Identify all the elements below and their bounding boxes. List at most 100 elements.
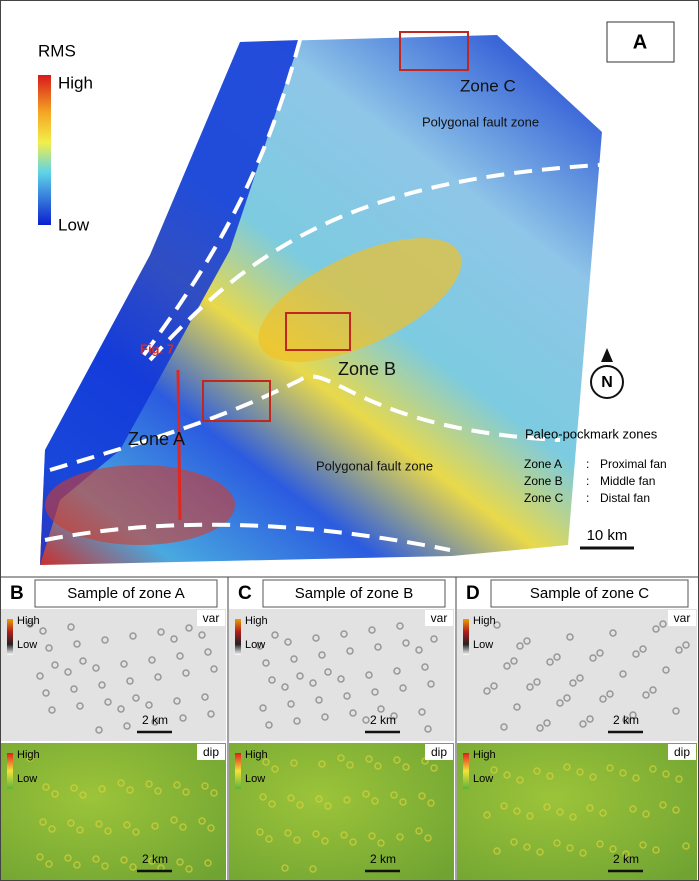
boundary <box>49 374 561 472</box>
texture <box>173 697 181 705</box>
texture <box>315 696 323 704</box>
texture <box>368 626 376 634</box>
texture <box>290 759 298 767</box>
texture <box>510 657 518 665</box>
colorbar <box>7 753 13 789</box>
panel-label: C <box>238 583 252 604</box>
zone-boxes <box>202 31 469 422</box>
key-cell: Middle fan <box>600 474 655 488</box>
texture <box>259 704 267 712</box>
bar-high: High <box>17 615 40 627</box>
texture <box>98 681 106 689</box>
panel-title: Sample of zone B <box>295 585 413 602</box>
texture <box>343 796 351 804</box>
texture <box>639 841 647 849</box>
key-cell: Zone B <box>524 474 563 488</box>
texture <box>293 717 301 725</box>
texture <box>101 636 109 644</box>
texture <box>596 649 604 657</box>
scale-label: 2 km <box>142 852 168 866</box>
texture <box>490 682 498 690</box>
texture <box>424 834 432 842</box>
texture <box>293 836 301 844</box>
texture <box>362 790 370 798</box>
texture <box>402 639 410 647</box>
texture <box>204 859 212 867</box>
attribute-label: dip <box>203 745 219 759</box>
texture <box>533 678 541 686</box>
texture <box>36 672 44 680</box>
texture <box>682 842 690 850</box>
texture <box>126 786 134 794</box>
texture <box>185 624 193 632</box>
texture <box>543 803 551 811</box>
dashed-boundaries <box>44 39 601 552</box>
texture <box>39 627 47 635</box>
annotation: Polygonal fault zone <box>422 114 539 129</box>
bar-high: High <box>17 749 40 761</box>
texture <box>92 855 100 863</box>
dip-image <box>229 743 454 880</box>
texture <box>76 702 84 710</box>
texture <box>371 688 379 696</box>
scale-label: 2 km <box>370 852 396 866</box>
texture <box>606 690 614 698</box>
texture <box>672 806 680 814</box>
key-cell: Proximal fan <box>600 457 667 471</box>
key: Zone A: Proximal fan Zone B: Middle fan Zone… <box>524 457 667 505</box>
texture <box>415 827 423 835</box>
attribute-box <box>425 744 453 760</box>
texture <box>662 770 670 778</box>
texture <box>649 765 657 773</box>
panel-title: Sample of zone A <box>67 585 185 602</box>
texture <box>682 641 690 649</box>
scale-label: 2 km <box>142 713 168 727</box>
texture <box>563 763 571 771</box>
texture <box>586 804 594 812</box>
texture <box>513 807 521 815</box>
texture <box>64 854 72 862</box>
texture <box>500 802 508 810</box>
texture <box>609 629 617 637</box>
texture <box>556 699 564 707</box>
texture <box>210 665 218 673</box>
texture <box>543 719 551 727</box>
bar-low: Low <box>473 773 493 785</box>
key-cell: Zone A <box>524 457 562 471</box>
texture <box>513 703 521 711</box>
texture <box>652 846 660 854</box>
texture <box>516 776 524 784</box>
texture <box>64 668 72 676</box>
legend-high: High <box>58 73 93 92</box>
texture <box>198 631 206 639</box>
texture <box>287 700 295 708</box>
texture <box>672 707 680 715</box>
texture <box>652 625 660 633</box>
texture <box>642 810 650 818</box>
texture <box>569 813 577 821</box>
texture <box>393 756 401 764</box>
texture <box>589 773 597 781</box>
texture <box>70 685 78 693</box>
texture <box>390 791 398 799</box>
texture <box>51 661 59 669</box>
annotation: Zone A <box>128 429 185 449</box>
texture <box>92 664 100 672</box>
texture <box>586 715 594 723</box>
bar-low: Low <box>245 639 265 651</box>
texture <box>415 646 423 654</box>
texture <box>368 832 376 840</box>
texture <box>659 801 667 809</box>
annotation: Zone B <box>338 359 396 379</box>
texture <box>79 791 87 799</box>
texture <box>340 831 348 839</box>
panel-label: B <box>10 583 24 604</box>
texture <box>374 643 382 651</box>
texture <box>349 709 357 717</box>
scale-label: 2 km <box>613 713 639 727</box>
texture <box>566 633 574 641</box>
texture <box>321 713 329 721</box>
texture <box>179 714 187 722</box>
texture <box>619 670 627 678</box>
texture <box>120 660 128 668</box>
